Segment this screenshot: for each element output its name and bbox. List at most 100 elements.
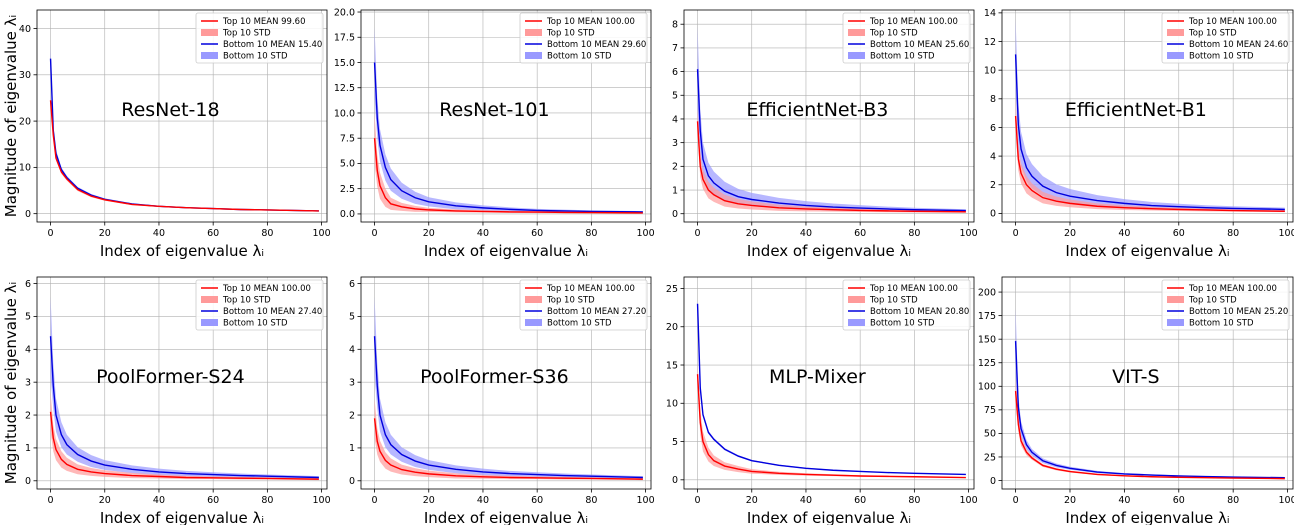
legend-band-swatch <box>525 29 542 36</box>
legend-entry: Top 10 MEAN 100.00 <box>869 284 958 294</box>
x-tick-label: 0 <box>48 228 54 239</box>
top-std-band <box>374 398 643 481</box>
legend-band-swatch <box>848 319 865 326</box>
legend <box>842 279 971 331</box>
legend <box>519 279 648 331</box>
y-axis-label: Magnitude of eigenvalue λᵢ <box>2 282 20 484</box>
y-tick-label: 3 <box>349 377 355 388</box>
chart-title: ResNet-101 <box>439 99 549 121</box>
x-tick-label: 20 <box>746 228 758 239</box>
y-tick-label: 40 <box>19 24 31 35</box>
legend-band-swatch <box>201 29 218 36</box>
x-tick-label: 0 <box>48 495 54 506</box>
x-axis-label: Index of eigenvalue λᵢ <box>1065 509 1229 525</box>
top-mean-line <box>373 138 643 214</box>
legend-entry: Bottom 10 STD <box>547 319 612 329</box>
x-tick-label: 60 <box>531 495 543 506</box>
x-tick-label: 60 <box>854 495 866 506</box>
y-tick-label: 0 <box>990 476 996 487</box>
x-axis-label: Index of eigenvalue λᵢ <box>747 242 911 260</box>
legend <box>195 279 324 331</box>
x-tick-label: 100 <box>960 228 978 239</box>
y-tick-label: 50 <box>984 429 996 440</box>
legend <box>1161 12 1290 64</box>
chart-title: PoolFormer-S36 <box>420 366 569 388</box>
y-tick-label: 0 <box>25 476 31 487</box>
legend-entry: Top 10 MEAN 100.00 <box>1188 17 1277 27</box>
x-tick-label: 80 <box>585 495 597 506</box>
x-tick-label: 100 <box>313 228 331 239</box>
y-tick-label: 1 <box>672 185 678 196</box>
y-tick-label: 4 <box>349 345 355 356</box>
y-tick-label: 8 <box>672 20 678 31</box>
y-tick-label: 150 <box>978 334 996 345</box>
x-tick-label: 20 <box>746 495 758 506</box>
bottom-std-band <box>1015 308 1285 479</box>
legend-band-swatch <box>848 29 865 36</box>
legend-band-swatch <box>525 52 542 59</box>
x-tick-label: 60 <box>1173 495 1185 506</box>
x-tick-label: 40 <box>153 228 165 239</box>
y-tick-label: 5 <box>349 312 355 323</box>
x-tick-label: 80 <box>261 228 273 239</box>
x-axis-label: Index of eigenvalue λᵢ <box>100 509 264 525</box>
y-tick-label: 5 <box>25 312 31 323</box>
top-mean-line <box>49 100 319 212</box>
legend-entry: Top 10 STD <box>546 29 595 39</box>
y-tick-label: 2.5 <box>340 184 355 195</box>
chart-panel: 0 20 40 60 80 100 0 1 2 3 4 5 6 Index of eigenvalue λ… <box>2 276 331 525</box>
top-mean-line <box>1014 115 1285 212</box>
x-tick-label: 40 <box>800 228 812 239</box>
chart-title: MLP-Mixer <box>769 366 866 388</box>
x-tick-label: 100 <box>1278 228 1294 239</box>
top-mean-line <box>696 374 966 479</box>
legend-entry: Bottom 10 MEAN 25.60 <box>870 40 969 50</box>
x-tick-label: 0 <box>372 495 378 506</box>
legend-entry: Top 10 STD <box>222 296 271 306</box>
legend-band-swatch <box>201 319 218 326</box>
plot-frame <box>1001 9 1294 223</box>
bottom-mean-line <box>696 303 966 476</box>
legend-band-swatch <box>1167 319 1184 326</box>
x-tick-label: 20 <box>1064 495 1076 506</box>
chart-panel: 0 20 40 60 80 100 0 25 50 75 100 125 150 175 200 Index … <box>978 276 1294 525</box>
top-std-band <box>50 392 319 481</box>
bottom-mean-line <box>373 62 643 213</box>
chart-panel: 0 20 40 60 80 100 0 5 10 15 20 25 Index of eigenvalu… <box>666 276 978 525</box>
y-tick-label: 6 <box>25 279 31 290</box>
chart-title: EfficientNet-B1 <box>1065 99 1207 121</box>
bottom-std-band <box>374 27 643 213</box>
y-tick-label: 2 <box>990 180 996 191</box>
legend-entry: Bottom 10 MEAN 20.80 <box>870 307 969 317</box>
chart-panel: 0 20 40 60 80 100 0 1 2 3 4 5 6 7 8 Index of eigenvalue… <box>672 9 978 260</box>
y-tick-label: 1 <box>349 443 355 454</box>
x-tick-label: 40 <box>477 495 489 506</box>
legend-entry: Top 10 MEAN 100.00 <box>546 284 635 294</box>
x-tick-label: 20 <box>423 228 435 239</box>
y-tick-label: 20 <box>666 322 678 333</box>
x-axis-label: Index of eigenvalue λᵢ <box>424 509 588 525</box>
y-tick-label: 125 <box>978 358 996 369</box>
x-tick-label: 20 <box>423 495 435 506</box>
x-tick-label: 80 <box>261 495 273 506</box>
y-tick-label: 25 <box>984 452 996 463</box>
bottom-std-band <box>50 296 319 479</box>
chart-panel: 0 20 40 60 80 100 0.0 2.5 5.0 7.5 10.0 12.5 15.0 17.5… <box>334 7 655 260</box>
y-tick-label: 14 <box>984 8 996 19</box>
plot-frame <box>1001 276 1294 490</box>
plot-frame <box>36 276 328 490</box>
y-tick-label: 6 <box>990 123 996 134</box>
legend-entry: Top 10 STD <box>869 296 918 306</box>
y-tick-label: 7.5 <box>340 134 355 145</box>
y-tick-label: 175 <box>978 311 996 322</box>
legend-entry: Bottom 10 MEAN 24.60 <box>1189 40 1288 50</box>
x-axis-label: Index of eigenvalue λᵢ <box>1065 242 1229 260</box>
y-tick-label: 1 <box>25 443 31 454</box>
chart-panel: 0 20 40 60 80 100 0 2 4 6 8 10 12 14 Index of eigenval… <box>984 8 1294 260</box>
plot-frame <box>360 276 652 490</box>
y-tick-label: 200 <box>978 287 996 298</box>
y-tick-label: 10 <box>19 163 31 174</box>
chart-title: EfficientNet-B3 <box>746 99 888 121</box>
legend-entry: Bottom 10 STD <box>223 319 288 329</box>
y-tick-label: 20.0 <box>334 7 355 18</box>
